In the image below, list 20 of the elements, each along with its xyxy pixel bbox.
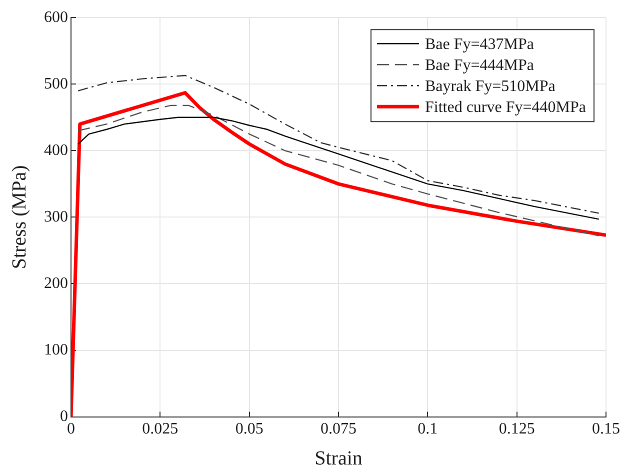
legend-label: Bayrak Fy=510MPa bbox=[424, 78, 556, 95]
y-tick-label: 200 bbox=[44, 274, 68, 292]
y-tick-label: 0 bbox=[60, 408, 68, 426]
x-tick-label: 0.05 bbox=[235, 420, 264, 438]
y-tick-label: 400 bbox=[44, 142, 68, 159]
line-series bbox=[78, 74, 600, 214]
x-axis-title: Strain bbox=[314, 447, 362, 470]
legend-label: Bae Fy=437MPa bbox=[424, 36, 534, 53]
y-axis-title: Stress (MPa) bbox=[8, 165, 30, 270]
x-tick-label: 0.15 bbox=[592, 420, 620, 438]
legend-label: Fitted curve Fy=440MPa bbox=[424, 98, 586, 116]
x-tick-label: 0.125 bbox=[498, 420, 535, 438]
x-tick-label: 0.1 bbox=[418, 420, 438, 438]
x-tick-label: 0.075 bbox=[320, 420, 356, 438]
y-tick-label: 500 bbox=[44, 75, 68, 92]
y-tick-label: 300 bbox=[44, 208, 68, 226]
x-tick-label: 0.025 bbox=[142, 420, 178, 438]
legend-label: Bae Fy=444MPa bbox=[424, 56, 534, 74]
y-tick-label: 100 bbox=[44, 341, 68, 358]
y-tick-label: 600 bbox=[44, 8, 68, 26]
